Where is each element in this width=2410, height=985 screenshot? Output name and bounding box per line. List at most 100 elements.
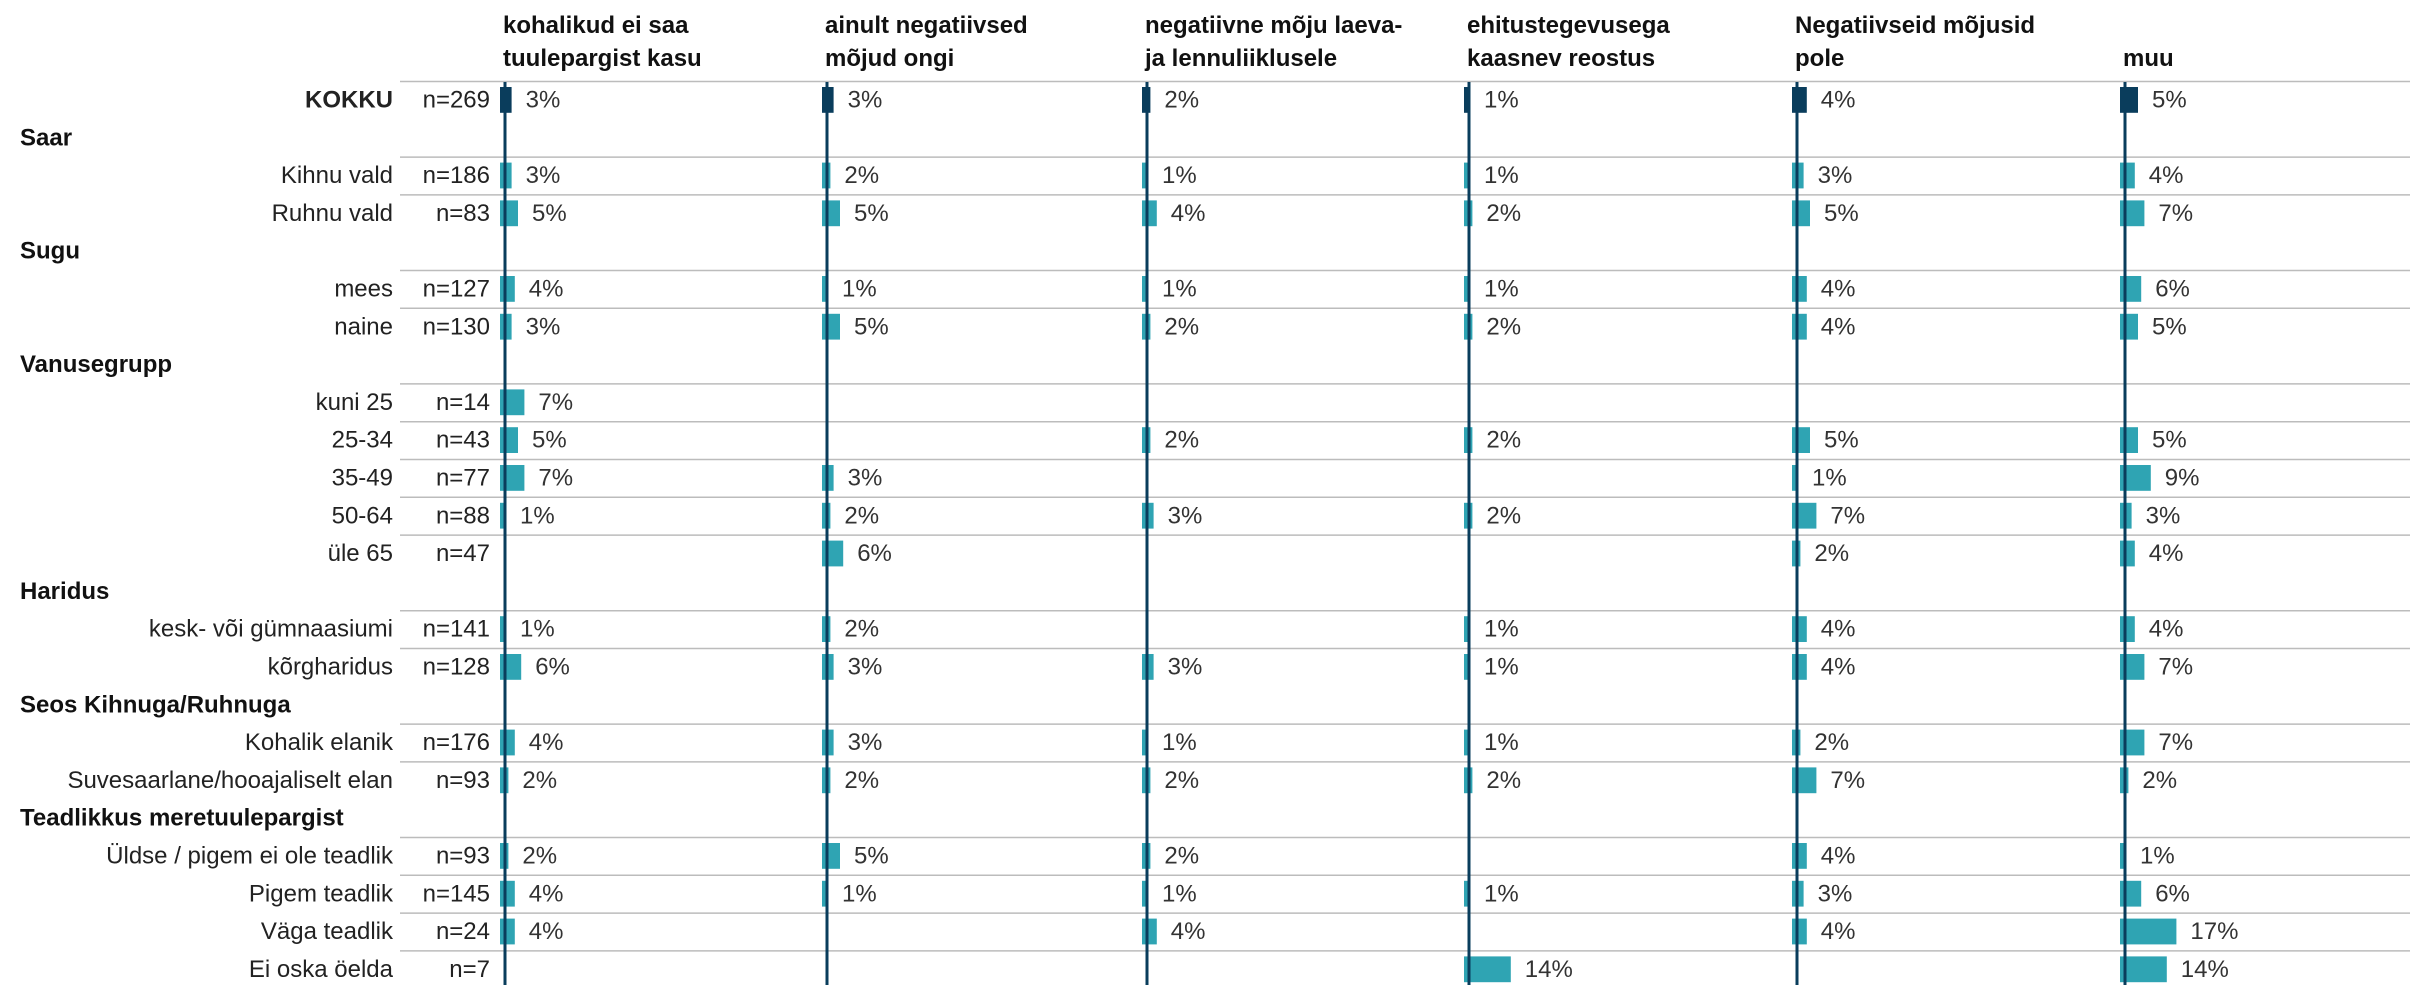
row-label: 25-34 (332, 427, 393, 454)
value-label: 3% (526, 87, 561, 114)
value-label: 2% (1164, 87, 1199, 114)
value-label: 7% (538, 465, 573, 492)
n-label: n=24 (436, 918, 490, 945)
value-label: 7% (538, 389, 573, 416)
value-label: 3% (526, 313, 561, 340)
bar (500, 880, 515, 907)
value-label: 4% (2149, 616, 2184, 643)
row-label: Pigem teadlik (249, 880, 394, 907)
value-label: 2% (1814, 729, 1849, 756)
bar (2120, 616, 2135, 642)
n-label: n=269 (423, 87, 490, 114)
value-label: 1% (1484, 616, 1519, 643)
value-label: 6% (2155, 276, 2190, 303)
value-label: 3% (526, 162, 561, 189)
value-label: 4% (529, 276, 564, 303)
n-label: n=130 (423, 313, 490, 340)
column-header: mõjud ongi (825, 45, 954, 72)
value-label: 4% (1821, 616, 1856, 643)
n-label: n=14 (436, 389, 490, 416)
bar (1464, 162, 1470, 189)
bar (2120, 162, 2135, 189)
n-label: n=186 (423, 162, 490, 189)
bar (1792, 200, 1810, 227)
value-label: 3% (848, 654, 883, 681)
value-label: 2% (1164, 767, 1199, 794)
value-label: 1% (1162, 276, 1197, 303)
value-label: 1% (1484, 87, 1519, 114)
value-label: 2% (1486, 502, 1521, 529)
bar (822, 313, 840, 340)
bar (1142, 162, 1148, 189)
value-label: 7% (2158, 654, 2193, 681)
bar (2120, 276, 2142, 302)
row-label: kesk- või gümnaasiumi (149, 616, 393, 643)
n-label: n=7 (449, 956, 490, 983)
value-label: 3% (1818, 880, 1853, 907)
bar (1792, 276, 1807, 302)
row-label: Suvesaarlane/hooajaliselt elan (67, 767, 393, 794)
column-header: kohalikud ei saa (503, 12, 689, 39)
value-label: 2% (1164, 427, 1199, 454)
bar (500, 654, 522, 680)
value-label: 2% (522, 843, 557, 870)
group-label: Teadlikkus meretuulepargist (20, 805, 344, 832)
value-label: 4% (529, 729, 564, 756)
bar (500, 200, 518, 227)
value-label: 5% (1824, 200, 1859, 227)
column-header: ehitustegevusega (1467, 12, 1670, 39)
bar (1464, 880, 1470, 907)
value-label: 1% (1484, 729, 1519, 756)
row-label: kuni 25 (316, 389, 393, 416)
bar (1142, 276, 1148, 302)
bar (2120, 918, 2177, 945)
column-header: kaasnev reostus (1467, 45, 1655, 72)
value-label: 2% (844, 616, 879, 643)
value-label: 5% (854, 200, 889, 227)
bar (2120, 540, 2135, 567)
bar (822, 540, 844, 567)
value-label: 2% (1486, 767, 1521, 794)
value-label: 2% (1164, 843, 1199, 870)
value-label: 2% (1486, 427, 1521, 454)
group-label: Sugu (20, 238, 80, 265)
value-label: 4% (529, 880, 564, 907)
row-label: naine (334, 313, 393, 340)
group-label: Seos Kihnuga/Ruhnuga (20, 691, 291, 718)
value-label: 4% (2149, 540, 2184, 567)
value-label: 1% (1484, 276, 1519, 303)
bar (1142, 200, 1157, 227)
value-label: 7% (2158, 729, 2193, 756)
value-label: 2% (844, 502, 879, 529)
bar (500, 276, 515, 302)
group-label: Vanusegrupp (20, 351, 172, 378)
row-label: 35-49 (332, 465, 393, 492)
row-label: Ei oska öelda (249, 956, 394, 983)
value-label: 1% (1162, 162, 1197, 189)
bar (1792, 918, 1807, 945)
group-label: Saar (20, 124, 72, 151)
value-label: 5% (2152, 87, 2187, 114)
n-label: n=83 (436, 200, 490, 227)
column-header: negatiivne mõju laeva- (1145, 12, 1402, 39)
value-label: 4% (529, 918, 564, 945)
value-label: 3% (1168, 502, 1203, 529)
row-label: Ruhnu vald (272, 200, 393, 227)
n-label: n=141 (423, 616, 490, 643)
column-header: Negatiivseid mõjusid (1795, 12, 2035, 39)
value-label: 4% (1821, 654, 1856, 681)
value-label: 7% (1830, 767, 1865, 794)
bar (1792, 654, 1807, 680)
column-header: ainult negatiivsed (825, 12, 1028, 39)
value-label: 4% (1171, 200, 1206, 227)
column-header: muu (2123, 45, 2174, 72)
value-label: 2% (2142, 767, 2177, 794)
bar (500, 729, 515, 756)
value-label: 2% (1164, 313, 1199, 340)
row-label: Kihnu vald (281, 162, 393, 189)
value-label: 1% (1484, 880, 1519, 907)
value-label: 5% (854, 843, 889, 870)
bar (2120, 87, 2138, 113)
value-label: 3% (2146, 502, 2181, 529)
column-header: tuulepargist kasu (503, 45, 702, 72)
